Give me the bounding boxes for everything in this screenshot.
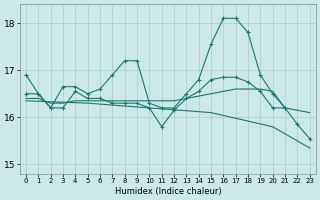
X-axis label: Humidex (Indice chaleur): Humidex (Indice chaleur) bbox=[115, 187, 221, 196]
